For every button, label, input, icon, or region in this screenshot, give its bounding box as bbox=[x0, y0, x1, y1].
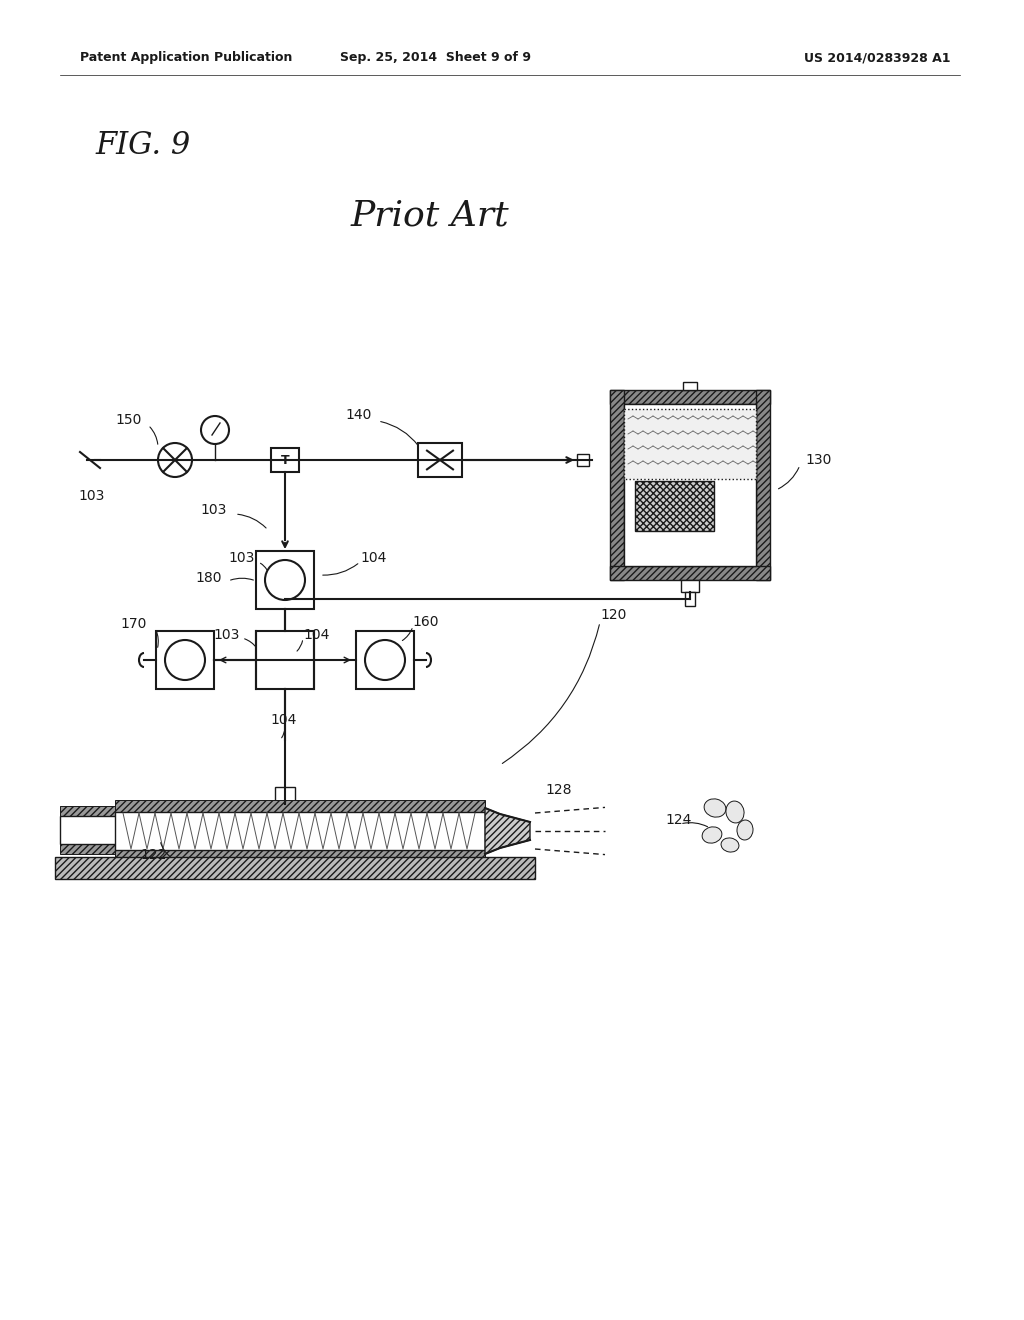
Circle shape bbox=[165, 640, 205, 680]
Bar bbox=[60, 816, 117, 843]
Bar bbox=[115, 800, 485, 812]
Bar bbox=[256, 550, 314, 609]
Bar bbox=[610, 389, 624, 579]
Ellipse shape bbox=[721, 838, 739, 853]
Bar bbox=[624, 409, 756, 479]
Text: 103: 103 bbox=[213, 628, 240, 642]
Bar bbox=[156, 631, 214, 689]
Bar bbox=[610, 389, 770, 404]
Bar bbox=[60, 807, 117, 816]
Text: 104: 104 bbox=[360, 550, 386, 565]
Text: 103: 103 bbox=[78, 488, 104, 503]
Text: 150: 150 bbox=[115, 413, 141, 426]
Bar bbox=[635, 480, 714, 531]
Polygon shape bbox=[485, 808, 530, 854]
Circle shape bbox=[265, 560, 305, 601]
Ellipse shape bbox=[726, 801, 744, 822]
Text: 170: 170 bbox=[120, 616, 146, 631]
Text: 122: 122 bbox=[140, 847, 166, 862]
Bar bbox=[55, 857, 535, 879]
Text: 128: 128 bbox=[545, 783, 571, 797]
Bar bbox=[115, 850, 485, 862]
Text: 104: 104 bbox=[303, 628, 330, 642]
Bar bbox=[683, 381, 697, 389]
Bar bbox=[60, 843, 117, 854]
Text: 130: 130 bbox=[805, 453, 831, 467]
Text: Patent Application Publication: Patent Application Publication bbox=[80, 51, 293, 65]
Bar bbox=[610, 566, 770, 579]
Text: 160: 160 bbox=[412, 615, 438, 630]
Text: US 2014/0283928 A1: US 2014/0283928 A1 bbox=[804, 51, 950, 65]
Ellipse shape bbox=[705, 799, 726, 817]
Text: 140: 140 bbox=[345, 408, 372, 422]
Ellipse shape bbox=[702, 826, 722, 843]
Bar bbox=[356, 631, 414, 689]
Text: T: T bbox=[281, 454, 290, 466]
Text: 103: 103 bbox=[200, 503, 226, 517]
Bar bbox=[418, 444, 462, 477]
Circle shape bbox=[201, 416, 229, 444]
Ellipse shape bbox=[737, 820, 753, 840]
Text: 120: 120 bbox=[600, 609, 627, 622]
Bar bbox=[624, 404, 756, 566]
Text: 104: 104 bbox=[270, 713, 296, 727]
Bar bbox=[271, 447, 299, 473]
Bar bbox=[756, 389, 770, 579]
Text: Sep. 25, 2014  Sheet 9 of 9: Sep. 25, 2014 Sheet 9 of 9 bbox=[340, 51, 530, 65]
Bar bbox=[256, 631, 314, 689]
Text: 180: 180 bbox=[195, 572, 221, 585]
Text: FIG. 9: FIG. 9 bbox=[95, 129, 190, 161]
Bar bbox=[115, 812, 485, 850]
Bar bbox=[577, 454, 589, 466]
Circle shape bbox=[158, 444, 193, 477]
Text: 124: 124 bbox=[665, 813, 691, 828]
Text: 103: 103 bbox=[228, 550, 254, 565]
Circle shape bbox=[365, 640, 406, 680]
Bar bbox=[681, 579, 699, 591]
Bar bbox=[685, 591, 695, 606]
Bar bbox=[275, 787, 295, 805]
Text: Priot Art: Priot Art bbox=[350, 198, 509, 232]
